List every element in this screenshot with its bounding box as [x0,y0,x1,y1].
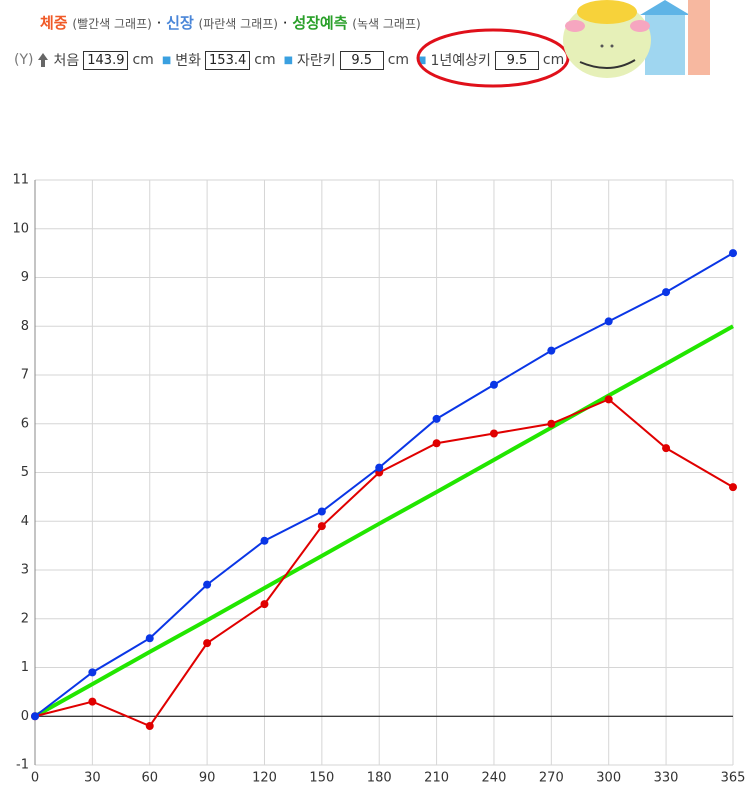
separator: · [156,14,162,32]
point [604,317,613,326]
y-tick-label: -1 [16,758,29,773]
field-unit: cm [254,52,276,68]
point [145,634,154,643]
fields-row: (Y) 처음 143.9 cm ■ 변화 153.4 cm ■ 자란키 9.5 … [14,50,565,70]
point [317,507,326,516]
y-tick-label: 11 [12,173,29,188]
point [662,288,671,297]
legend-note: (녹색 그래프) [352,17,421,31]
point [88,697,97,706]
legend-label: 성장예측 [292,14,348,32]
x-tick-label: 0 [31,771,39,786]
header: 체중 (빨간색 그래프) · 신장 (파란색 그래프) · 성장예측 (녹색 그… [0,0,751,110]
legend-note: (빨간색 그래프) [72,17,152,31]
arrow-orange [688,0,710,75]
series-line [34,252,734,718]
point [432,414,441,423]
field-label: 처음 [53,53,80,69]
x-tick-label: 330 [654,771,679,786]
x-tick-label: 150 [309,771,334,786]
series-line [34,398,734,728]
x-tick-label: 90 [199,771,216,786]
axis-label: (Y) [14,52,34,68]
x-tick-label: 270 [539,771,564,786]
arrow-blue [645,15,685,75]
field-label: 변화 [175,53,202,69]
point [432,439,441,448]
field-input[interactable]: 153.4 [205,50,251,70]
x-tick-label: 30 [84,771,101,786]
legend-row: 체중 (빨간색 그래프) · 신장 (파란색 그래프) · 성장예측 (녹색 그… [40,12,421,33]
y-tick-label: 5 [21,465,29,480]
x-tick-label: 300 [596,771,621,786]
point [317,522,326,531]
field-unit: cm [132,52,154,68]
point [203,580,212,589]
y-tick-label: 9 [21,270,29,285]
field-input[interactable]: 9.5 [339,50,384,70]
point [203,639,212,648]
y-tick-label: 8 [21,319,29,334]
x-tick-label: 210 [424,771,449,786]
point [489,429,498,438]
x-tick-label: 60 [141,771,158,786]
point [729,249,737,258]
field-label: 자란키 [297,53,336,69]
y-tick-label: 3 [21,563,29,578]
decoration [416,0,710,88]
point [489,380,498,389]
legend-label: 체중 [40,14,68,32]
field-unit: cm [542,52,565,68]
x-tick-label: 365 [721,771,746,786]
point [604,395,613,404]
y-tick-label: 7 [21,368,29,383]
x-tick-label: 240 [482,771,507,786]
separator: · [282,14,288,32]
field-label: 1년예상키 [430,53,491,69]
field-unit: cm [387,52,410,68]
highlight-ellipse [416,28,570,88]
y-tick-label: 10 [12,221,29,236]
point [547,346,556,355]
y-tick-label: 6 [21,416,29,431]
point [547,419,556,428]
x-tick-label: 180 [367,771,392,786]
point [729,483,737,492]
y-tick-label: 2 [21,611,29,626]
y-tick-label: 0 [21,709,29,724]
field-input[interactable]: 143.9 [83,50,129,70]
y-tick-label: 1 [21,660,29,675]
point [375,463,384,472]
point [31,712,39,721]
field-input[interactable]: 9.5 [494,50,539,70]
x-tick-label: 120 [252,771,277,786]
legend-note: (파란색 그래프) [198,17,278,31]
y-tick-label: 4 [21,514,29,529]
point [145,722,154,730]
legend-label: 신장 [166,14,194,32]
up-arrow-icon [38,53,49,67]
mascot [563,2,651,78]
point [662,444,671,453]
point [260,600,269,609]
point [260,536,269,545]
point [88,668,97,677]
